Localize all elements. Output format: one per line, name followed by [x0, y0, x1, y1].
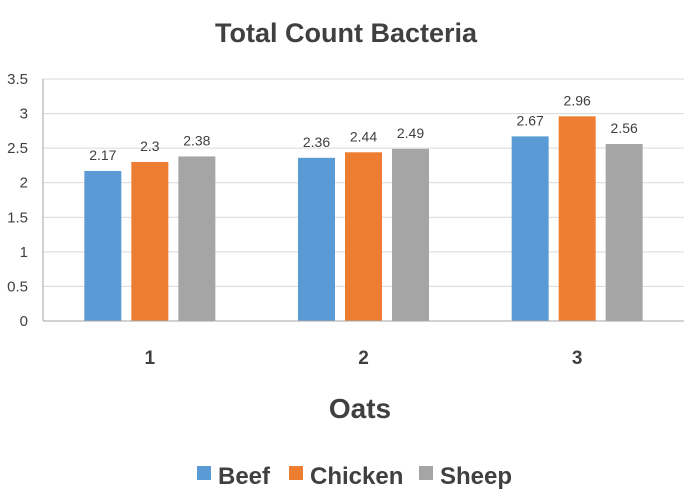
data-label: 2.67: [517, 112, 544, 128]
y-tick-label: 2: [20, 175, 28, 192]
data-label: 2.3: [140, 138, 160, 154]
bar-beef-1: [84, 170, 122, 321]
legend-swatch-chicken: [289, 466, 303, 480]
legend-swatch-beef: [197, 466, 211, 480]
bars: [84, 116, 643, 321]
x-tick-label: 1: [145, 348, 156, 369]
chart-title: Total Count Bacteria: [215, 18, 478, 48]
data-label: 2.96: [564, 92, 591, 108]
x-tick-label: 2: [358, 348, 369, 369]
y-tick-label: 3: [20, 106, 28, 123]
bar-chicken-2: [345, 152, 382, 321]
bar-beef-3: [511, 136, 549, 321]
legend-label-sheep: Sheep: [440, 463, 512, 490]
bar-chicken-1: [131, 161, 169, 321]
y-tick-label: 1.5: [7, 209, 28, 226]
bar-beef-2: [298, 157, 335, 321]
legend-swatch-sheep: [419, 466, 433, 480]
legend-label-chicken: Chicken: [310, 463, 403, 490]
y-tick-label: 3.5: [7, 71, 28, 88]
legend-label-beef: Beef: [218, 463, 271, 490]
x-axis-label: Oats: [329, 393, 391, 424]
y-tick-label: 1: [20, 244, 28, 261]
bar-chicken-3: [558, 116, 596, 321]
data-label: 2.38: [183, 132, 210, 148]
data-label: 2.36: [303, 134, 330, 150]
y-tick-label: 0: [20, 313, 28, 330]
x-tick-label: 3: [572, 348, 583, 369]
data-label: 2.56: [611, 120, 638, 136]
data-labels: 2.17 2.3 2.38 2.36 2.44 2.49 2.67 2.96 2.56: [89, 92, 638, 163]
legend: Beef Chicken Sheep: [197, 463, 512, 490]
data-label: 2.44: [350, 128, 377, 144]
data-label: 2.49: [397, 125, 424, 141]
y-axis-ticks: 0 0.5 1 1.5 2 2.5 3 3.5: [7, 71, 28, 330]
bar-sheep-1: [178, 156, 216, 321]
y-tick-label: 0.5: [7, 278, 28, 295]
x-axis-ticks: 1 2 3: [145, 348, 583, 369]
bar-sheep-2: [392, 148, 429, 321]
y-tick-label: 2.5: [7, 140, 28, 157]
data-label: 2.17: [89, 147, 116, 163]
bar-sheep-3: [605, 143, 643, 321]
